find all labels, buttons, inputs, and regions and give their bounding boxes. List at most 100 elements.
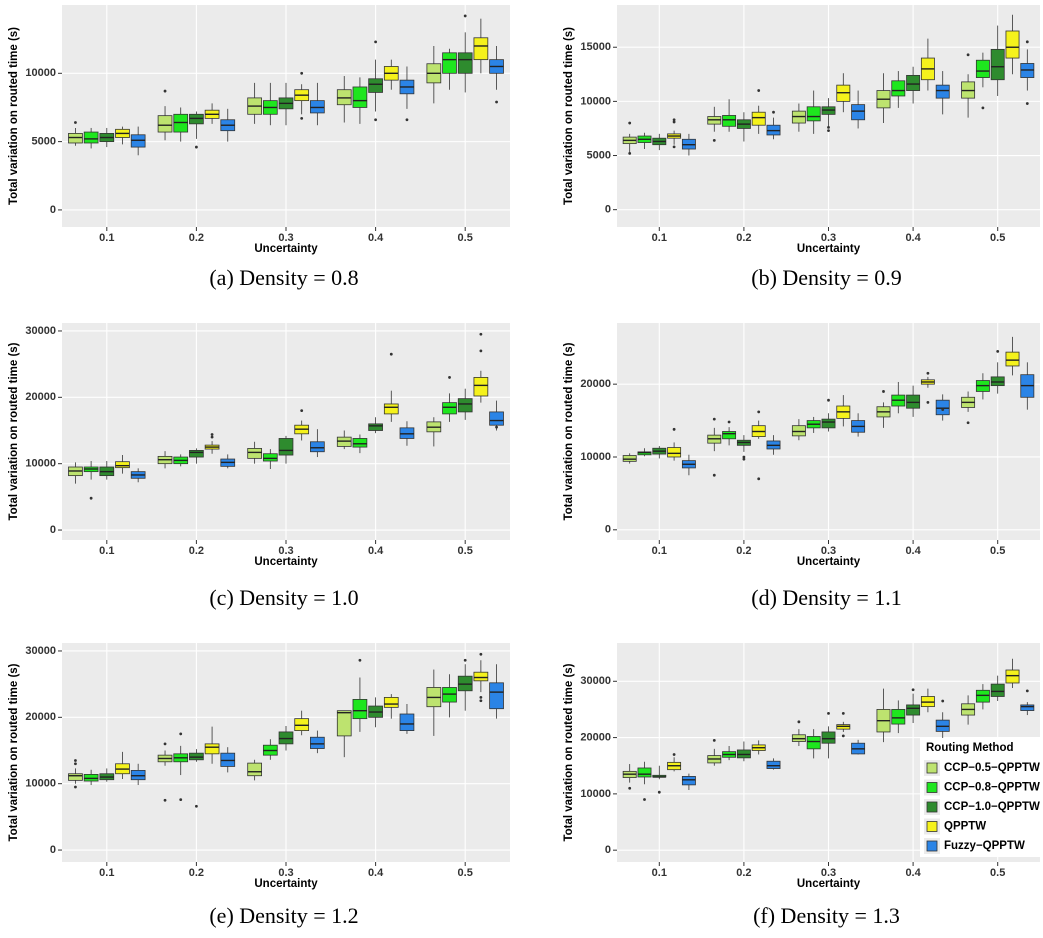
box — [204, 743, 220, 755]
outlier — [827, 125, 830, 129]
box — [906, 704, 921, 716]
box — [990, 49, 1005, 81]
x-axis-title: Uncertainty — [254, 878, 318, 890]
outlier — [628, 786, 632, 790]
box — [791, 425, 806, 437]
y-tick-label: 0 — [50, 204, 56, 216]
box — [473, 377, 489, 397]
x-tick-label: 0.1 — [652, 545, 667, 557]
outlier — [479, 699, 483, 703]
outlier — [179, 732, 183, 736]
outlier — [74, 785, 77, 789]
y-tick-label: 0 — [50, 524, 56, 536]
box-series — [622, 390, 976, 477]
legend-key — [926, 840, 938, 852]
box — [262, 453, 278, 462]
outlier — [374, 118, 377, 122]
y-tick-label: 0 — [50, 844, 56, 856]
box — [1005, 30, 1020, 59]
box-series — [115, 332, 489, 474]
box — [990, 376, 1005, 387]
outlier — [643, 798, 646, 801]
outlier — [358, 658, 362, 662]
y-tick-label: 5000 — [32, 136, 56, 148]
outlier — [74, 762, 77, 766]
box-series — [99, 14, 473, 149]
box-series — [83, 48, 457, 149]
outlier — [941, 699, 945, 703]
outlier — [911, 688, 915, 692]
box-series — [622, 688, 976, 790]
box-series — [667, 14, 1020, 149]
outlier — [1025, 689, 1029, 693]
outlier — [712, 473, 716, 477]
box — [751, 111, 766, 126]
outlier — [389, 352, 393, 356]
legend-key — [926, 762, 938, 774]
box — [975, 59, 990, 78]
y-tick-label: 20000 — [580, 378, 611, 390]
box — [891, 80, 906, 97]
outlier — [797, 720, 801, 724]
outlier — [827, 711, 830, 715]
box — [851, 104, 866, 121]
box — [806, 106, 821, 122]
box-series — [68, 669, 442, 802]
x-tick-label: 0.5 — [990, 867, 1005, 879]
box-series — [68, 417, 442, 484]
x-axis-title: Uncertainty — [254, 243, 318, 255]
outlier — [657, 790, 661, 794]
y-tick-label: 10000 — [580, 451, 611, 463]
box — [115, 461, 130, 469]
box — [352, 438, 368, 448]
outlier — [300, 116, 304, 120]
outlier — [74, 121, 77, 124]
box — [336, 710, 352, 737]
box-series — [667, 336, 1020, 481]
box-series — [622, 53, 976, 155]
outlier — [712, 738, 716, 742]
legend-label: Fuzzy−QPPTW — [944, 840, 1025, 852]
y-tick-label: 15000 — [580, 41, 611, 53]
y-tick-label: 20000 — [25, 391, 56, 403]
x-tick-label: 0.2 — [189, 232, 204, 244]
outlier — [672, 120, 676, 124]
box — [68, 773, 83, 781]
x-axis-title: Uncertainty — [254, 556, 318, 568]
x-axis-title: Uncertainty — [797, 556, 861, 568]
outlier — [463, 14, 467, 18]
outlier — [300, 71, 304, 75]
outlier — [628, 121, 632, 125]
x-tick-label: 0.3 — [821, 545, 836, 557]
box — [310, 736, 325, 749]
box-series — [99, 658, 473, 808]
outlier — [210, 433, 214, 436]
outlier — [479, 349, 483, 353]
y-axis-title: Total variation on routed time (s) — [8, 27, 20, 205]
outlier — [300, 409, 304, 412]
outlier — [479, 696, 483, 699]
y-axis-title: Total variation on routed time (s) — [8, 663, 20, 841]
box — [383, 697, 399, 708]
box — [975, 689, 990, 703]
outlier — [405, 118, 409, 122]
outlier — [89, 496, 93, 500]
box-series — [637, 373, 990, 457]
box — [189, 450, 204, 458]
y-tick-label: 30000 — [580, 675, 611, 687]
x-tick-label: 0.5 — [458, 545, 473, 557]
caption: (a) Density = 0.8 — [209, 265, 358, 290]
outlier — [672, 753, 676, 756]
outlier — [672, 427, 676, 431]
box — [368, 423, 383, 431]
outlier — [966, 53, 970, 57]
outlier — [74, 759, 77, 762]
outlier — [495, 100, 498, 104]
outlier — [941, 408, 945, 412]
x-tick-label: 0.2 — [736, 867, 751, 879]
x-tick-label: 0.3 — [821, 867, 836, 879]
caption: (e) Density = 1.2 — [209, 903, 358, 928]
outlier — [1025, 40, 1029, 44]
box-series — [83, 658, 457, 802]
x-tick-label: 0.2 — [736, 232, 751, 244]
